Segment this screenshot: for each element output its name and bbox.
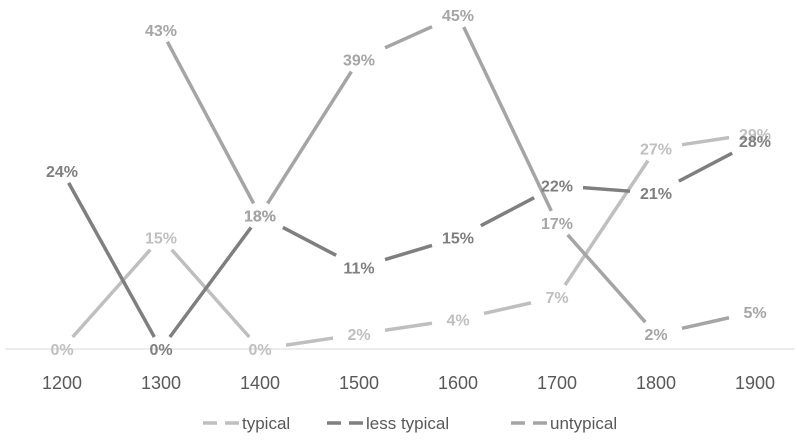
untypical-line-segment bbox=[384, 25, 433, 50]
untypical-data-label: 5% bbox=[743, 305, 766, 322]
untypical-line-segment bbox=[165, 41, 256, 205]
less-typical-data-label: 21% bbox=[640, 186, 672, 203]
less-typical-line-segment bbox=[678, 151, 733, 183]
less-typical-line-segment bbox=[67, 182, 156, 338]
less-typical-line-segment bbox=[582, 185, 631, 193]
typical-data-label: 27% bbox=[640, 142, 672, 159]
data-labels: 0% 15% 0% 2% 4% 7% 27% 29% 24% 0% 18% 11% 15% 22% 21% 2… bbox=[46, 8, 771, 359]
less-typical-line-segment bbox=[282, 225, 337, 257]
x-tick-label: 1200 bbox=[42, 373, 82, 393]
typical-line-segment bbox=[483, 301, 532, 316]
x-tick-label: 1300 bbox=[141, 373, 181, 393]
typical-line-segment bbox=[170, 248, 251, 339]
untypical-line-segment bbox=[566, 233, 647, 324]
untypical-data-label: 39% bbox=[343, 53, 375, 70]
typical-data-label: 4% bbox=[446, 312, 469, 329]
untypical-data-label: 2% bbox=[644, 327, 667, 344]
legend: typical less typical untypical bbox=[203, 414, 617, 433]
less-typical-data-label: 15% bbox=[442, 231, 474, 248]
untypical-data-label: 17% bbox=[541, 216, 573, 233]
x-tick-label: 1900 bbox=[735, 373, 775, 393]
less-typical-data-label: 18% bbox=[244, 208, 276, 225]
typical-line-segment bbox=[71, 248, 152, 339]
less-typical-line-segment bbox=[384, 243, 433, 262]
x-tick-label: 1400 bbox=[240, 373, 280, 393]
less-typical-line-segment bbox=[168, 226, 253, 339]
typical-line-segment bbox=[681, 135, 730, 147]
typical-legend-label: typical bbox=[242, 414, 290, 433]
typical-line-segment bbox=[563, 159, 650, 287]
typical-data-label: 15% bbox=[145, 231, 177, 248]
less-typical-data-label: 24% bbox=[46, 164, 78, 181]
typical-data-label: 2% bbox=[347, 327, 370, 344]
series-lines bbox=[67, 25, 733, 347]
typical-line-segment bbox=[285, 336, 334, 347]
typical-data-label: 7% bbox=[545, 290, 568, 307]
typical-data-label: 0% bbox=[50, 342, 73, 359]
untypical-data-label: 18% bbox=[244, 208, 276, 225]
untypical-data-label: 45% bbox=[442, 8, 474, 25]
x-tick-label: 1500 bbox=[339, 373, 379, 393]
untypical-line-segment bbox=[266, 70, 353, 205]
x-tick-label: 1600 bbox=[438, 373, 478, 393]
less-typical-line-segment bbox=[480, 196, 535, 228]
untypical-legend-label: untypical bbox=[550, 414, 617, 433]
x-tick-label: 1800 bbox=[636, 373, 676, 393]
typical-data-label: 29% bbox=[739, 127, 771, 144]
untypical-line-segment bbox=[462, 26, 553, 212]
less-typical-data-label: 28% bbox=[739, 134, 771, 151]
less-typical-data-label: 11% bbox=[343, 260, 374, 277]
less-typical-data-label: 22% bbox=[541, 179, 573, 196]
less-typical-data-label: 0% bbox=[149, 342, 172, 359]
typical-line-segment bbox=[384, 321, 433, 332]
less-typical-legend-label: less typical bbox=[366, 414, 449, 433]
untypical-line-segment bbox=[681, 316, 730, 331]
untypical-data-label: 43% bbox=[145, 23, 177, 40]
x-tick-label: 1700 bbox=[537, 373, 577, 393]
typical-data-label: 0% bbox=[248, 342, 271, 359]
x-tick-labels: 1200 1300 1400 1500 1600 1700 1800 1900 bbox=[42, 373, 775, 393]
